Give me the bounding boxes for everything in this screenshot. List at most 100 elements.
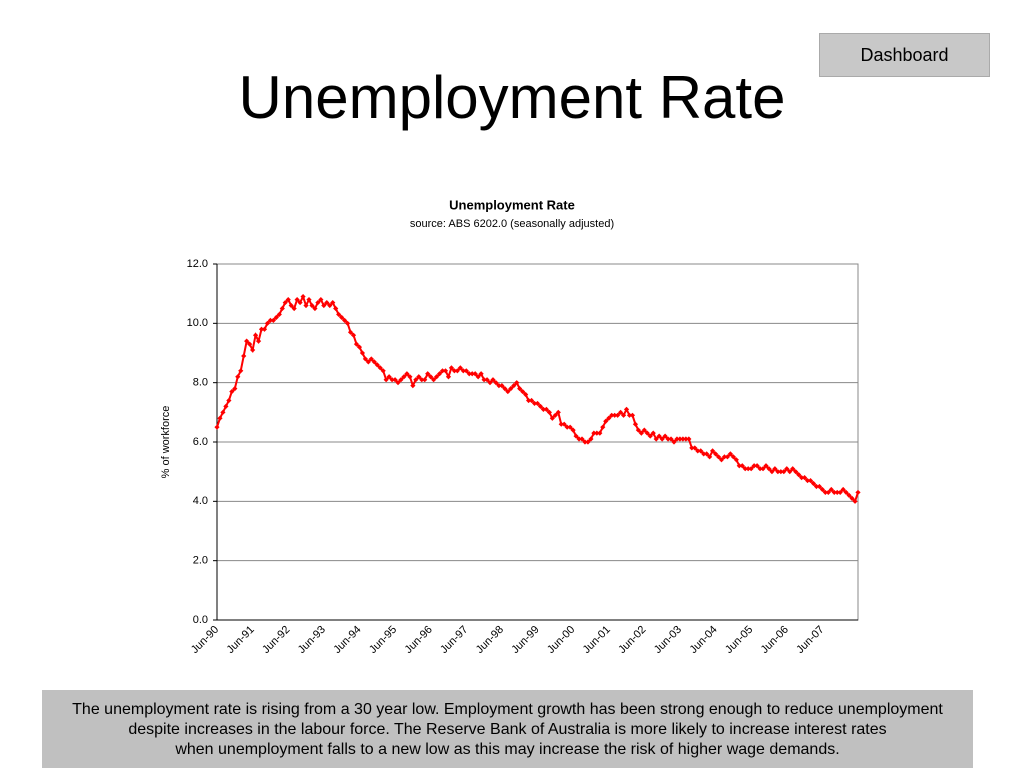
data-marker: [751, 463, 757, 469]
data-marker: [442, 368, 449, 374]
data-marker: [846, 492, 852, 498]
data-marker: [626, 412, 633, 418]
data-marker: [555, 409, 561, 415]
x-tick-label: Jun-97: [438, 624, 470, 656]
data-marker: [454, 368, 460, 374]
data-marker: [330, 299, 336, 306]
data-marker: [588, 436, 594, 442]
data-marker: [724, 454, 731, 460]
data-marker: [523, 391, 529, 398]
data-marker: [525, 397, 532, 404]
data-marker: [255, 338, 262, 344]
data-marker: [356, 344, 363, 350]
data-marker: [531, 400, 538, 407]
data-marker: [528, 397, 535, 404]
data-marker: [546, 409, 552, 415]
data-marker: [585, 439, 591, 445]
data-marker: [371, 359, 377, 365]
x-tick-label: Jun-98: [474, 624, 506, 656]
data-marker: [754, 463, 760, 469]
data-marker: [816, 483, 823, 490]
x-tick-label: Jun-01: [581, 624, 613, 656]
data-marker: [707, 454, 713, 460]
dashboard-button[interactable]: Dashboard: [819, 33, 990, 77]
data-marker: [552, 412, 558, 418]
y-tick-label: 10.0: [187, 317, 208, 329]
data-marker: [279, 305, 285, 312]
data-marker: [736, 463, 742, 469]
data-marker: [680, 436, 686, 442]
data-marker: [291, 305, 297, 312]
data-marker: [285, 297, 291, 303]
data-marker: [511, 383, 517, 389]
data-marker: [677, 436, 683, 442]
data-marker: [238, 368, 244, 374]
data-marker: [543, 406, 550, 412]
data-marker: [656, 433, 662, 439]
data-marker: [837, 489, 843, 496]
data-marker: [629, 412, 636, 418]
data-marker: [395, 380, 401, 386]
data-marker: [659, 436, 665, 442]
data-marker: [223, 403, 229, 409]
data-marker: [537, 403, 544, 409]
data-marker: [365, 359, 371, 365]
data-marker: [591, 430, 597, 436]
data-marker: [220, 409, 226, 415]
data-marker: [439, 368, 446, 374]
data-marker: [350, 332, 357, 338]
x-tick-label: Jun-92: [260, 624, 292, 656]
data-marker: [671, 439, 677, 445]
x-tick-label: Jun-94: [331, 624, 363, 656]
data-marker: [520, 388, 526, 395]
data-marker: [514, 380, 520, 386]
chart-title: Unemployment Rate: [449, 197, 575, 212]
data-marker: [855, 489, 861, 496]
data-marker: [852, 498, 858, 504]
data-marker: [801, 475, 808, 481]
data-marker: [359, 350, 366, 356]
data-marker: [632, 421, 639, 427]
data-marker: [825, 489, 831, 496]
data-marker: [597, 430, 603, 436]
data-marker: [309, 302, 315, 309]
data-marker: [730, 454, 736, 460]
data-marker: [689, 445, 695, 451]
data-marker: [386, 374, 392, 380]
data-marker: [261, 326, 268, 332]
data-marker: [796, 472, 802, 478]
data-marker: [698, 448, 704, 454]
data-marker: [353, 341, 360, 347]
x-tick-label: Jun-93: [296, 624, 328, 656]
data-marker: [662, 433, 668, 439]
y-tick-label: 12.0: [187, 258, 208, 270]
data-marker: [481, 377, 487, 383]
data-marker: [843, 489, 849, 496]
data-marker: [772, 466, 778, 472]
y-tick-label: 8.0: [193, 377, 208, 389]
data-marker: [615, 412, 621, 418]
data-marker: [582, 439, 588, 445]
x-tick-label: Jun-07: [794, 624, 826, 656]
x-tick-label: Jun-02: [616, 624, 648, 656]
data-marker: [404, 371, 410, 377]
data-marker: [318, 297, 324, 303]
data-marker: [594, 430, 600, 436]
caption: The unemployment rate is rising from a 3…: [42, 690, 973, 768]
data-marker: [306, 297, 312, 303]
data-marker: [745, 466, 751, 472]
data-marker: [769, 469, 775, 475]
data-marker: [840, 486, 846, 493]
data-marker: [781, 469, 787, 475]
data-marker: [606, 415, 612, 421]
data-marker: [327, 302, 333, 309]
data-marker: [760, 466, 766, 472]
data-marker: [701, 451, 707, 457]
data-marker: [561, 421, 567, 427]
data-marker: [324, 299, 330, 306]
data-marker: [282, 299, 288, 306]
data-marker: [638, 430, 644, 436]
data-marker: [377, 365, 383, 371]
data-marker: [709, 448, 716, 454]
